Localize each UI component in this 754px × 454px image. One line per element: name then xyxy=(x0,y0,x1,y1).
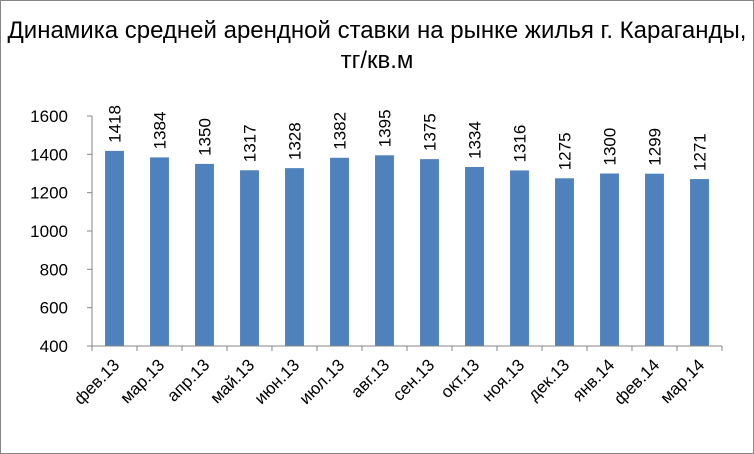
data-label: 1384 xyxy=(151,112,170,150)
bar xyxy=(600,173,619,346)
bar xyxy=(195,163,214,346)
x-tick-label: сен.13 xyxy=(389,355,438,404)
y-tick-label: 1200 xyxy=(30,184,68,203)
bar xyxy=(465,166,484,346)
x-tick-label: дек.13 xyxy=(524,355,573,404)
bar xyxy=(150,157,169,346)
data-label: 1395 xyxy=(376,109,395,147)
data-label: 1328 xyxy=(286,122,305,160)
data-label: 1382 xyxy=(331,112,350,150)
x-tick-label: июн.13 xyxy=(251,355,304,408)
x-axis: фев.13мар.13апр.13май.13июн.13июл.13авг.… xyxy=(70,345,723,409)
data-label: 1418 xyxy=(106,105,125,143)
data-label: 1275 xyxy=(556,132,575,170)
x-tick-label: май.13 xyxy=(207,355,259,407)
y-axis: 400 600 800 1000 1200 1400 1600 xyxy=(30,107,93,356)
x-tick-label: фев.14 xyxy=(610,355,663,408)
data-label: 1334 xyxy=(466,121,485,159)
chart-title-text: Динамика средней арендной ставки на рынк… xyxy=(7,17,747,74)
bar xyxy=(240,170,259,346)
x-tick-label: мар.14 xyxy=(657,355,709,407)
data-label: 1299 xyxy=(646,128,665,166)
y-tick-label: 1400 xyxy=(30,145,68,164)
bars xyxy=(105,150,709,346)
x-tick-label: фев.13 xyxy=(70,355,123,408)
y-tick-label: 800 xyxy=(40,260,68,279)
y-tick-label: 1600 xyxy=(30,107,68,126)
bar xyxy=(375,155,394,346)
x-tick-label: апр.13 xyxy=(163,355,213,405)
bar xyxy=(420,159,439,346)
bar xyxy=(510,170,529,346)
bar xyxy=(105,150,124,346)
y-tick-label: 400 xyxy=(40,337,68,356)
x-tick-label: окт.13 xyxy=(437,355,483,401)
data-labels: 1418 1384 1350 1317 1328 1382 1395 1375 1334 1316… xyxy=(106,105,710,171)
data-label: 1317 xyxy=(241,124,260,162)
data-label: 1350 xyxy=(196,118,215,156)
data-label: 1375 xyxy=(421,113,440,151)
x-tick-label: мар.13 xyxy=(117,355,169,407)
data-label: 1316 xyxy=(511,125,530,163)
y-tick-label: 600 xyxy=(40,299,68,318)
data-label: 1271 xyxy=(691,133,710,171)
x-tick-label: янв.14 xyxy=(569,355,619,405)
x-tick-label: авг.13 xyxy=(347,355,393,401)
bar xyxy=(645,173,664,346)
chart-title: Динамика средней арендной ставки на рынк… xyxy=(0,16,754,76)
bar xyxy=(285,168,304,346)
y-tick-label: 1000 xyxy=(30,222,68,241)
x-tick-label: ноя.13 xyxy=(478,355,528,405)
x-tick-label: июл.13 xyxy=(296,355,349,408)
bar xyxy=(330,157,349,346)
data-label: 1300 xyxy=(601,128,620,166)
bar xyxy=(690,179,709,346)
bar xyxy=(555,178,574,346)
